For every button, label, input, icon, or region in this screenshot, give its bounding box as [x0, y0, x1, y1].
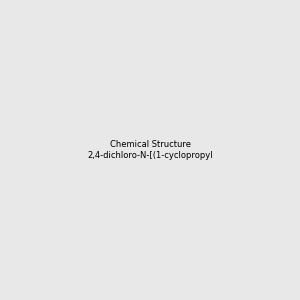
Text: Chemical Structure
2,4-dichloro-N-[(1-cyclopropyl: Chemical Structure 2,4-dichloro-N-[(1-cy…: [87, 140, 213, 160]
